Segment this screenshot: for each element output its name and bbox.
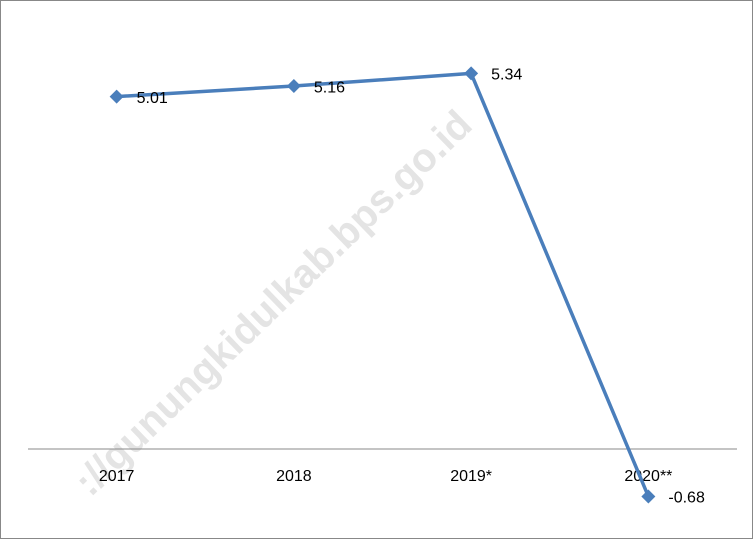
series-line <box>116 71 650 498</box>
x-tick-label: 2017 <box>99 468 135 485</box>
data-label: -0.68 <box>668 490 705 507</box>
marker <box>286 79 301 94</box>
x-tick-label: 2019* <box>450 468 492 485</box>
data-label: 5.34 <box>491 67 522 84</box>
marker <box>109 89 124 104</box>
marker <box>464 66 479 81</box>
data-label: 5.01 <box>137 90 168 107</box>
x-tick-label: 2020** <box>624 468 672 485</box>
data-label: 5.16 <box>314 79 345 96</box>
marker <box>641 489 656 504</box>
x-tick-label: 2018 <box>276 468 312 485</box>
